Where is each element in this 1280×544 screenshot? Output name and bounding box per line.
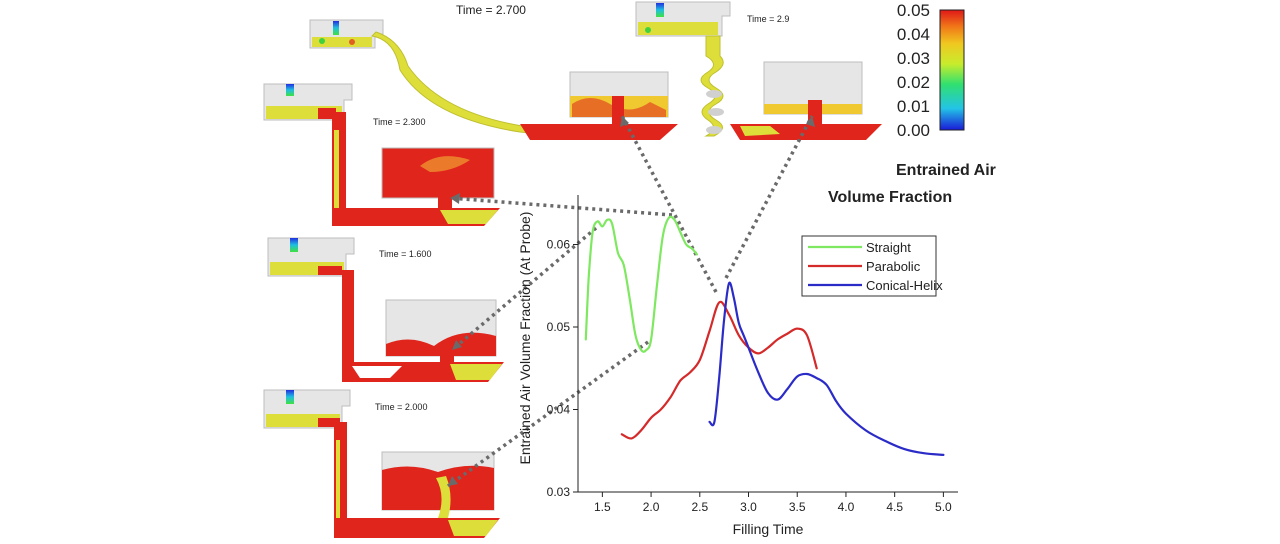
x-tick-label: 1.5 [594, 500, 611, 514]
snapshot-time-label: Time = 2.700 [456, 3, 526, 17]
x-tick-label: 2.5 [691, 500, 708, 514]
connector-arrows [446, 115, 814, 488]
connector-arrowheads [448, 116, 815, 486]
series-line-parabolic [620, 300, 818, 440]
colorbar-ticks: 0.05 0.04 0.03 0.02 0.01 0.00 [897, 1, 930, 140]
series-line-straight [584, 215, 698, 353]
colorbar-tick-label: 0.01 [897, 97, 930, 116]
y-tick-label: 0.06 [547, 238, 571, 252]
line-chart: 1.5 2.0 2.5 3.0 3.5 4.0 4.5 5.0 0.03 0.04 0.05 0.06… [517, 195, 958, 537]
y-axis-label: Entrained Air Volume Fraction (At Probe) [517, 212, 533, 465]
legend-entry: Straight [866, 240, 911, 255]
colorbar-tick-label: 0.05 [897, 1, 930, 20]
colorbar-gradient [939, 9, 965, 131]
chart-axes: 1.5 2.0 2.5 3.0 3.5 4.0 4.5 5.0 0.03 0.04 0.05 0.06 [547, 195, 958, 514]
legend-entry: Conical-Helix [866, 278, 943, 293]
snapshot-straight-2000: Time = 2.000 [263, 389, 500, 538]
connector-29 [724, 115, 814, 279]
x-tick-label: 3.5 [789, 500, 806, 514]
legend-entry: Parabolic [866, 259, 921, 274]
x-tick-label: 3.0 [740, 500, 757, 514]
colorbar-title-line1: Entrained Air [896, 162, 996, 179]
snapshot-time-label: Time = 2.9 [747, 14, 789, 24]
snapshot-straight-1600: Time = 1.600 [267, 237, 504, 382]
x-tick-label: 4.5 [886, 500, 903, 514]
x-tick-label: 2.0 [643, 500, 660, 514]
snapshot-helix-29: Time = 2.9 [635, 1, 882, 140]
x-tick-label: 4.0 [838, 500, 855, 514]
snapshot-parabolic-2700: Time = 2.700 [309, 3, 678, 140]
colorbar-tick-label: 0.03 [897, 49, 930, 68]
snapshot-straight-2300: Time = 2.300 [263, 83, 500, 226]
x-tick-label: 5.0 [935, 500, 952, 514]
series-line-conical-helix [708, 281, 945, 456]
chart-legend: Straight Parabolic Conical-Helix [801, 235, 943, 297]
y-tick-label: 0.05 [547, 320, 571, 334]
colorbar-title-line2: Volume Fraction [828, 189, 952, 206]
connector-2000 [446, 340, 650, 488]
connector-2300 [449, 196, 673, 217]
y-tick-label: 0.04 [547, 403, 571, 417]
snapshot-time-label: Time = 1.600 [379, 249, 431, 259]
chart-series [584, 215, 945, 456]
x-axis-label: Filling Time [733, 521, 804, 537]
colorbar-tick-label: 0.00 [897, 121, 930, 140]
y-tick-label: 0.03 [547, 485, 571, 499]
connector-2700 [620, 115, 718, 293]
colorbar-tick-label: 0.04 [897, 25, 930, 44]
snapshot-time-label: Time = 2.000 [375, 402, 427, 412]
colorbar: 0.05 0.04 0.03 0.02 0.01 0.00 Entrained Air V… [828, 1, 996, 206]
colorbar-tick-label: 0.02 [897, 73, 930, 92]
snapshot-time-label: Time = 2.300 [373, 117, 425, 127]
